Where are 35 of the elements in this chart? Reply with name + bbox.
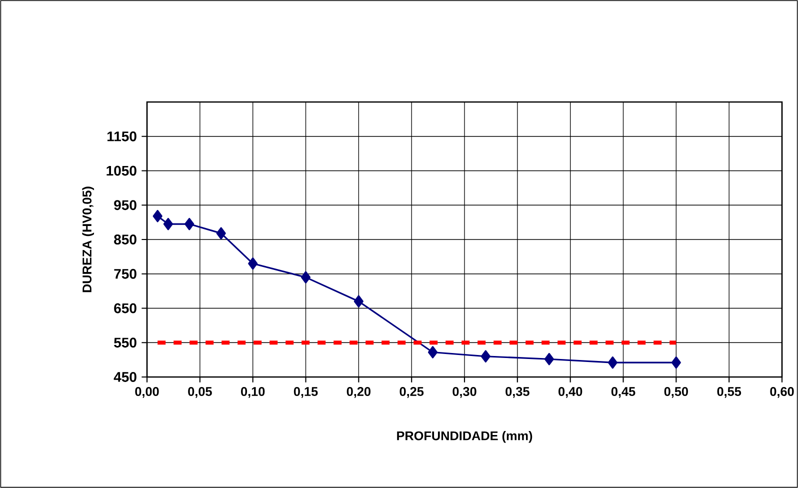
point (248, 257, 258, 270)
x-tick-label: 0,55 (717, 387, 742, 398)
point (428, 346, 438, 358)
point (671, 356, 681, 369)
point (480, 350, 490, 362)
x-tick-label: 0,30 (452, 387, 476, 398)
y-tick-label: 1050 (106, 166, 136, 176)
x-tick-label: 0,00 (135, 387, 159, 398)
x-tick-label: 0,05 (188, 387, 212, 398)
y-tick-label: 450 (114, 372, 136, 382)
point (608, 356, 618, 369)
y-tick-label: 550 (114, 338, 136, 348)
point (216, 227, 226, 240)
point (163, 218, 173, 230)
y-tick-label: 850 (114, 234, 136, 244)
point (184, 218, 194, 230)
point (300, 271, 311, 284)
x-tick-label: 0,10 (241, 387, 265, 398)
x-tick-label: 0,35 (506, 387, 530, 398)
y-tick-label: 650 (114, 303, 136, 314)
x-tick-label: 0,15 (294, 387, 318, 398)
point (544, 352, 554, 366)
point (152, 210, 162, 222)
y-tick-label: 1150 (107, 131, 136, 142)
x-tick-label: 0,45 (611, 387, 636, 398)
x-tick-label: 0,60 (770, 387, 794, 398)
y-axis-title: DUREZA (HV0,05) (82, 186, 94, 292)
x-tick-label: 0,25 (400, 387, 424, 398)
x-tick-label: 0,20 (346, 387, 370, 398)
x-tick-label: 0,50 (664, 387, 688, 398)
y-tick-label: 950 (114, 200, 136, 210)
y-tick-label: 750 (114, 268, 136, 279)
point (354, 295, 364, 308)
x-tick-label: 0,40 (558, 387, 582, 398)
x-axis-title: PROFUNDIDADE (mm) (397, 430, 532, 443)
